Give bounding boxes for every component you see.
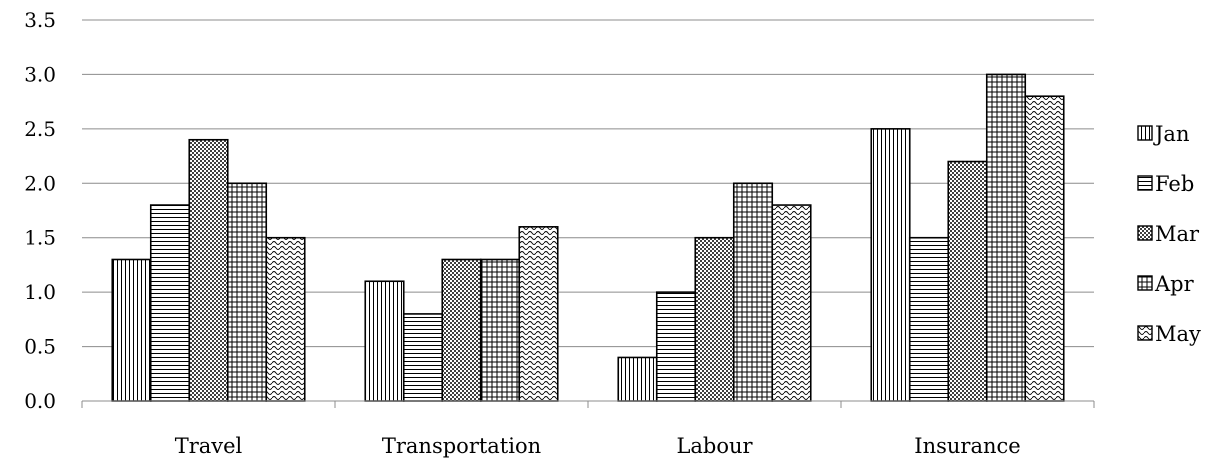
y-axis-tick-labels: 0.0 0.5 1.0 1.5 2.0 2.5 3.0 3.5 (24, 8, 56, 413)
y-tick-label: 2.0 (24, 171, 56, 195)
y-tick-label: 0.0 (24, 389, 56, 413)
bar-feb-insurance (908, 236, 950, 402)
legend-swatch (1137, 225, 1153, 241)
x-category-label: Transportation (382, 434, 541, 458)
x-category-label: Labour (676, 434, 753, 458)
bar-apr-transportation (479, 258, 521, 402)
bar-mar-transportation (441, 258, 482, 402)
x-category-label: Insurance (914, 434, 1020, 458)
y-tick-label: 3.0 (24, 62, 56, 86)
bar-feb-labour (655, 291, 697, 402)
bar-may-labour (771, 204, 812, 402)
legend-label: Mar (1155, 222, 1200, 246)
x-axis-category-labels: Travel Transportation Labour Insurance (175, 434, 1021, 458)
bar-apr-labour (732, 182, 774, 402)
y-tick-label: 3.5 (24, 8, 56, 32)
bar-may-insurance (1024, 95, 1065, 402)
x-category-label: Travel (175, 434, 243, 458)
x-axis (81, 400, 1095, 408)
y-tick-label: 2.5 (24, 117, 56, 141)
bars (111, 73, 1065, 402)
bar-apr-insurance (985, 73, 1027, 402)
bar-mar-travel (188, 138, 229, 402)
bar-mar-insurance (947, 160, 988, 402)
legend-swatch (1137, 125, 1153, 141)
legend-label: Feb (1155, 172, 1194, 196)
legend-label: Apr (1154, 272, 1195, 296)
bar-apr-travel (226, 182, 268, 402)
bar-mar-labour (694, 236, 735, 402)
legend-swatch (1137, 275, 1153, 291)
bar-feb-travel (149, 204, 191, 402)
bar-jan-labour (617, 356, 658, 402)
bar-jan-travel (111, 258, 152, 402)
y-tick-label: 1.0 (24, 280, 56, 304)
bar-feb-transportation (402, 313, 444, 402)
legend-label: May (1155, 322, 1201, 346)
legend-swatch (1137, 325, 1153, 341)
bar-jan-insurance (870, 128, 911, 402)
y-tick-label: 0.5 (24, 335, 56, 359)
bar-may-travel (265, 236, 306, 402)
bar-may-transportation (518, 226, 559, 402)
legend: Jan Feb Mar Apr May (1137, 122, 1201, 346)
legend-label: Jan (1153, 122, 1189, 146)
y-tick-label: 1.5 (24, 226, 56, 250)
bar-jan-transportation (364, 280, 405, 402)
legend-swatch (1137, 175, 1153, 191)
